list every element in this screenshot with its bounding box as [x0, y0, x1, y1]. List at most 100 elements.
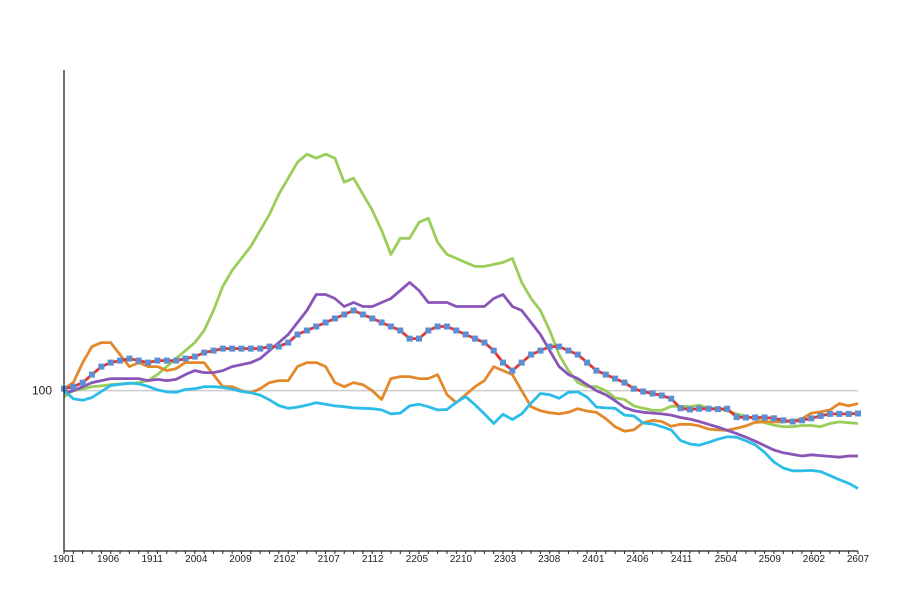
x-tick-label: 1911 [141, 554, 163, 565]
series-4-marker [574, 351, 581, 358]
series-4-marker [350, 307, 357, 314]
series-4-marker [406, 335, 413, 342]
series-4-marker [387, 323, 394, 330]
marker-layer [61, 307, 861, 425]
series-4-marker [313, 323, 320, 330]
series-4-marker [612, 375, 619, 382]
series-4-marker [462, 331, 469, 338]
x-tick-label: 2303 [494, 554, 517, 565]
series-4-marker [89, 371, 95, 378]
series-4-marker [369, 315, 376, 322]
series-4-marker [303, 327, 310, 334]
x-tick-label: 2009 [229, 554, 252, 565]
x-tick-label: 2401 [582, 554, 605, 565]
y-tick-label-100: 100 [32, 384, 52, 398]
x-tick-label: 2411 [671, 554, 693, 565]
series-4-marker [630, 385, 637, 392]
x-tick-label: 2210 [450, 554, 473, 565]
series-4-marker [677, 405, 684, 412]
series-4-marker [135, 357, 142, 364]
series-4-marker [359, 311, 366, 318]
series-4-marker [322, 319, 329, 326]
series-4-marker [173, 357, 180, 364]
series-4-marker [546, 343, 553, 350]
series-4-marker [537, 347, 544, 354]
series-4-marker [257, 345, 264, 352]
x-tick-label: 2004 [185, 554, 208, 565]
series-4-marker [668, 395, 675, 402]
series-4-marker [621, 379, 628, 386]
x-tick-label: 2509 [759, 554, 782, 565]
series-4-marker [191, 353, 198, 360]
series-4-marker [518, 359, 525, 366]
series-4-marker [229, 345, 236, 352]
series-4-marker [556, 343, 563, 350]
series-4-marker [500, 359, 506, 366]
series-4-marker [827, 410, 833, 417]
x-tick-label: 2406 [626, 554, 649, 565]
x-tick-label: 1901 [53, 554, 76, 565]
series-4-marker [219, 345, 226, 352]
series-4-marker [425, 327, 432, 334]
series-4-marker [453, 327, 460, 334]
series-4-marker [98, 363, 105, 370]
series-4-marker [855, 410, 861, 417]
series-4-marker [444, 323, 450, 330]
series-4-marker [714, 406, 721, 413]
series-4-marker [490, 347, 497, 354]
series-4-marker [70, 383, 77, 390]
series-4-marker [378, 319, 385, 326]
series-4-marker [397, 327, 404, 334]
series-4-marker [593, 367, 600, 374]
series-line-2 [63, 280, 858, 459]
series-4-marker [247, 345, 254, 352]
series-4-marker [780, 417, 787, 424]
series-4-marker [275, 343, 282, 350]
series-line-4 [63, 309, 859, 423]
series-line-0 [63, 152, 859, 429]
series-4-marker [294, 331, 301, 338]
x-tick-label: 2112 [362, 554, 384, 565]
series-4-marker [472, 335, 478, 342]
x-tick-label: 2607 [847, 554, 870, 565]
x-tick-label: 2308 [538, 554, 561, 565]
series-4-marker [416, 335, 422, 342]
series-4-marker [808, 415, 815, 422]
series-4-marker [696, 405, 703, 412]
series-4-marker [799, 417, 805, 424]
series-4-marker [509, 367, 516, 374]
series-4-marker [733, 414, 740, 421]
series-4-marker [182, 355, 189, 362]
series-4-marker [434, 323, 441, 330]
series-4-marker [145, 359, 152, 366]
series-4-marker [761, 414, 768, 421]
series-4-marker [238, 345, 245, 352]
x-tick-label: 2205 [406, 554, 429, 565]
series-4-marker [201, 349, 208, 356]
series-4-marker [752, 414, 759, 421]
series-4-marker [724, 405, 731, 412]
series-4-marker [481, 339, 488, 346]
series-4-marker [584, 359, 591, 366]
series-4-marker [154, 357, 161, 364]
series-4-marker [789, 418, 796, 425]
series-4-marker [528, 351, 535, 358]
series-layer [63, 152, 859, 490]
series-4-marker [845, 410, 852, 417]
series-4-marker [817, 412, 824, 419]
x-tick-label: 2602 [803, 554, 826, 565]
series-4-marker [742, 414, 749, 421]
x-tick-label: 2107 [318, 554, 341, 565]
series-4-marker [602, 371, 609, 378]
series-4-marker [163, 357, 170, 364]
series-4-marker [565, 347, 572, 354]
series-4-marker [266, 343, 273, 350]
x-tick-label: 2504 [715, 554, 738, 565]
series-line-3 [63, 381, 859, 490]
x-tick-label: 2102 [273, 554, 296, 565]
series-4-marker [770, 415, 777, 422]
series-4-marker [341, 311, 348, 318]
series-4-marker [117, 357, 123, 364]
series-4-marker [705, 405, 712, 412]
